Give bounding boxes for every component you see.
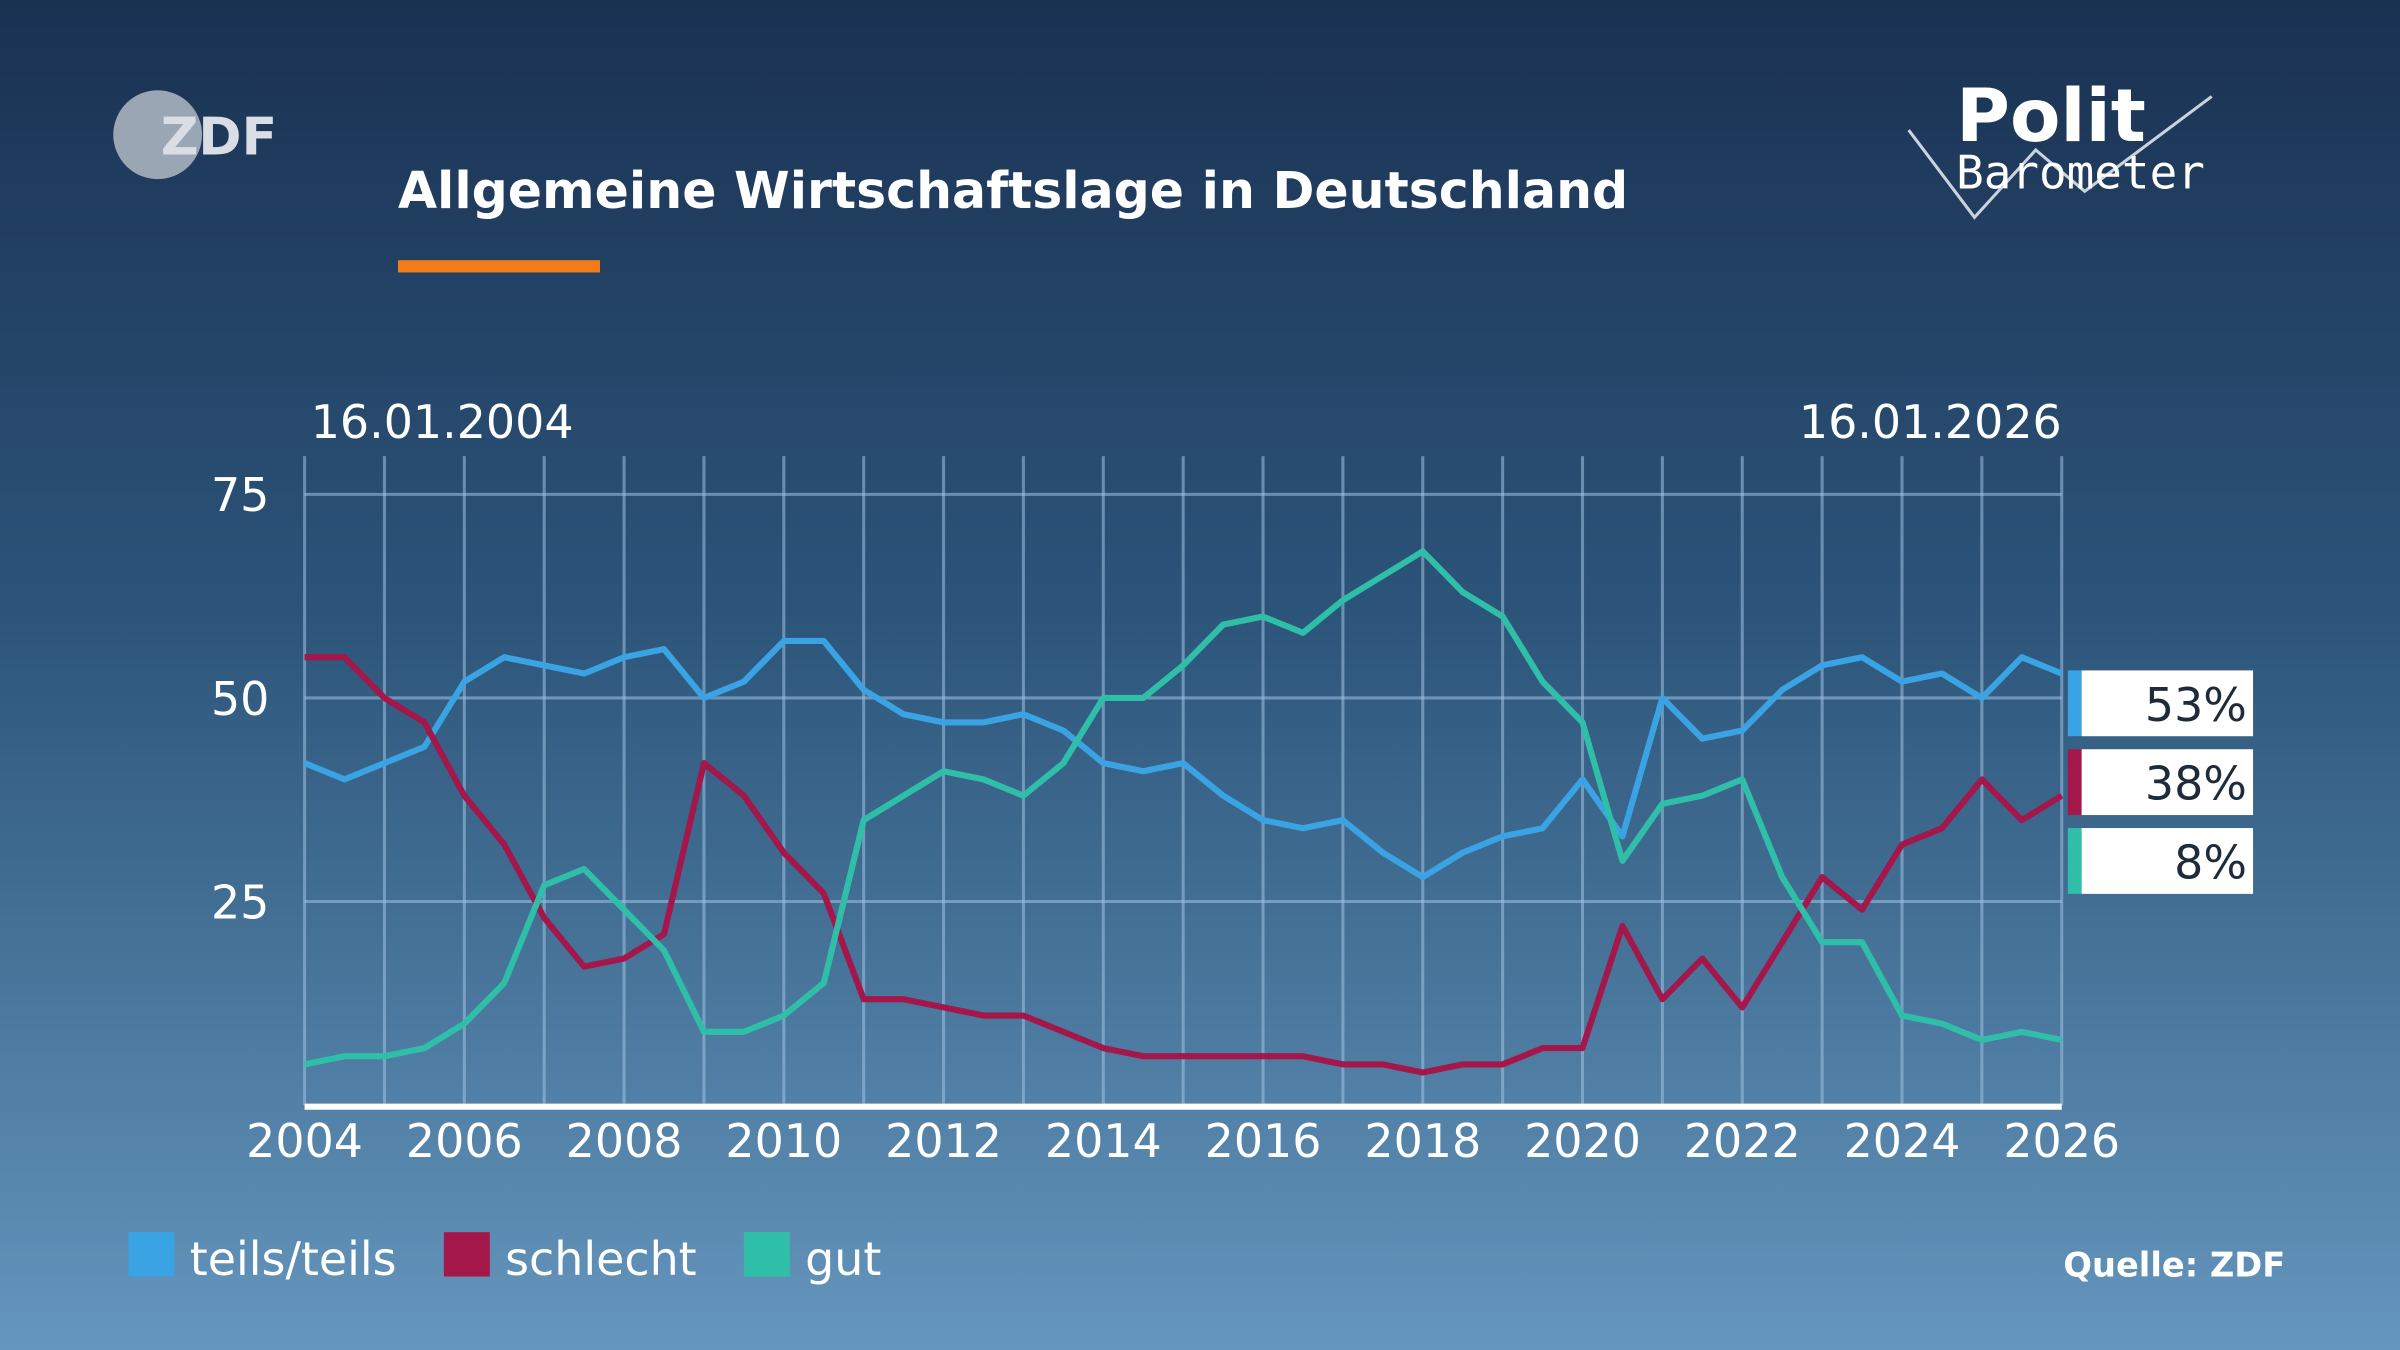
- brand-line2: Barometer: [1956, 145, 2205, 199]
- end-label: 53%: [2145, 678, 2247, 732]
- start-date: 16.01.2004: [311, 395, 574, 449]
- end-label-box: [2081, 670, 2254, 737]
- legend-label: schlecht: [505, 1232, 697, 1286]
- end-label-box: [2081, 749, 2254, 816]
- logo-circle: [113, 90, 203, 180]
- brand-logo: Polit Barometer: [1907, 74, 2213, 220]
- legend-swatch: [443, 1232, 490, 1277]
- brand-line1: Polit: [1956, 74, 2146, 159]
- source: Quelle: ZDF: [2063, 1246, 2285, 1285]
- x-tick-label: 2018: [1364, 1114, 1481, 1168]
- title-underline: [397, 260, 600, 273]
- x-tick-label: 2022: [1684, 1114, 1801, 1168]
- legend-swatch: [128, 1232, 175, 1277]
- brand-check: [1907, 95, 2213, 220]
- labels: 25 50 75 2004 2006 2008 2010 2012 2014 2016 2018 20…: [128, 468, 2254, 1286]
- x-tick-label: 2020: [1524, 1114, 1641, 1168]
- legend-label: gut: [805, 1232, 881, 1286]
- end-label: 8%: [2174, 836, 2247, 890]
- legend-label: teils/teils: [190, 1232, 397, 1286]
- logo: ZDF: [161, 108, 277, 168]
- x-tick-label: 2006: [406, 1114, 523, 1168]
- end-label-marker: [2067, 670, 2082, 737]
- y-tick-label: 75: [211, 468, 269, 522]
- y-tick-label: 25: [211, 875, 269, 929]
- x-tick-label: 2026: [2003, 1114, 2120, 1168]
- end-label-box: [2081, 828, 2254, 894]
- end-label-marker: [2067, 749, 2082, 816]
- legend-swatch: [743, 1232, 790, 1277]
- grid: [303, 456, 2064, 1110]
- x-tick-label: 2014: [1045, 1114, 1162, 1168]
- series-line: [303, 548, 2063, 1068]
- x-tick-label: 2004: [246, 1114, 363, 1168]
- y-tick-label: 50: [211, 672, 269, 726]
- x-tick-label: 2024: [1844, 1114, 1961, 1168]
- series-line: [304, 654, 2064, 1076]
- end-label-marker: [2067, 828, 2082, 894]
- plot: [303, 548, 2064, 1076]
- x-tick-label: 2016: [1205, 1114, 1322, 1168]
- x-tick-label: 2012: [885, 1114, 1002, 1168]
- x-tick-label: 2008: [566, 1114, 683, 1168]
- series-line: [303, 637, 2063, 881]
- chart-title: Allgemeine Wirtschaftslage in Deutschlan…: [398, 161, 1628, 220]
- end-label: 38%: [2145, 757, 2247, 811]
- x-tick-label: 2010: [725, 1114, 842, 1168]
- end-date: 16.01.2026: [1799, 395, 2062, 449]
